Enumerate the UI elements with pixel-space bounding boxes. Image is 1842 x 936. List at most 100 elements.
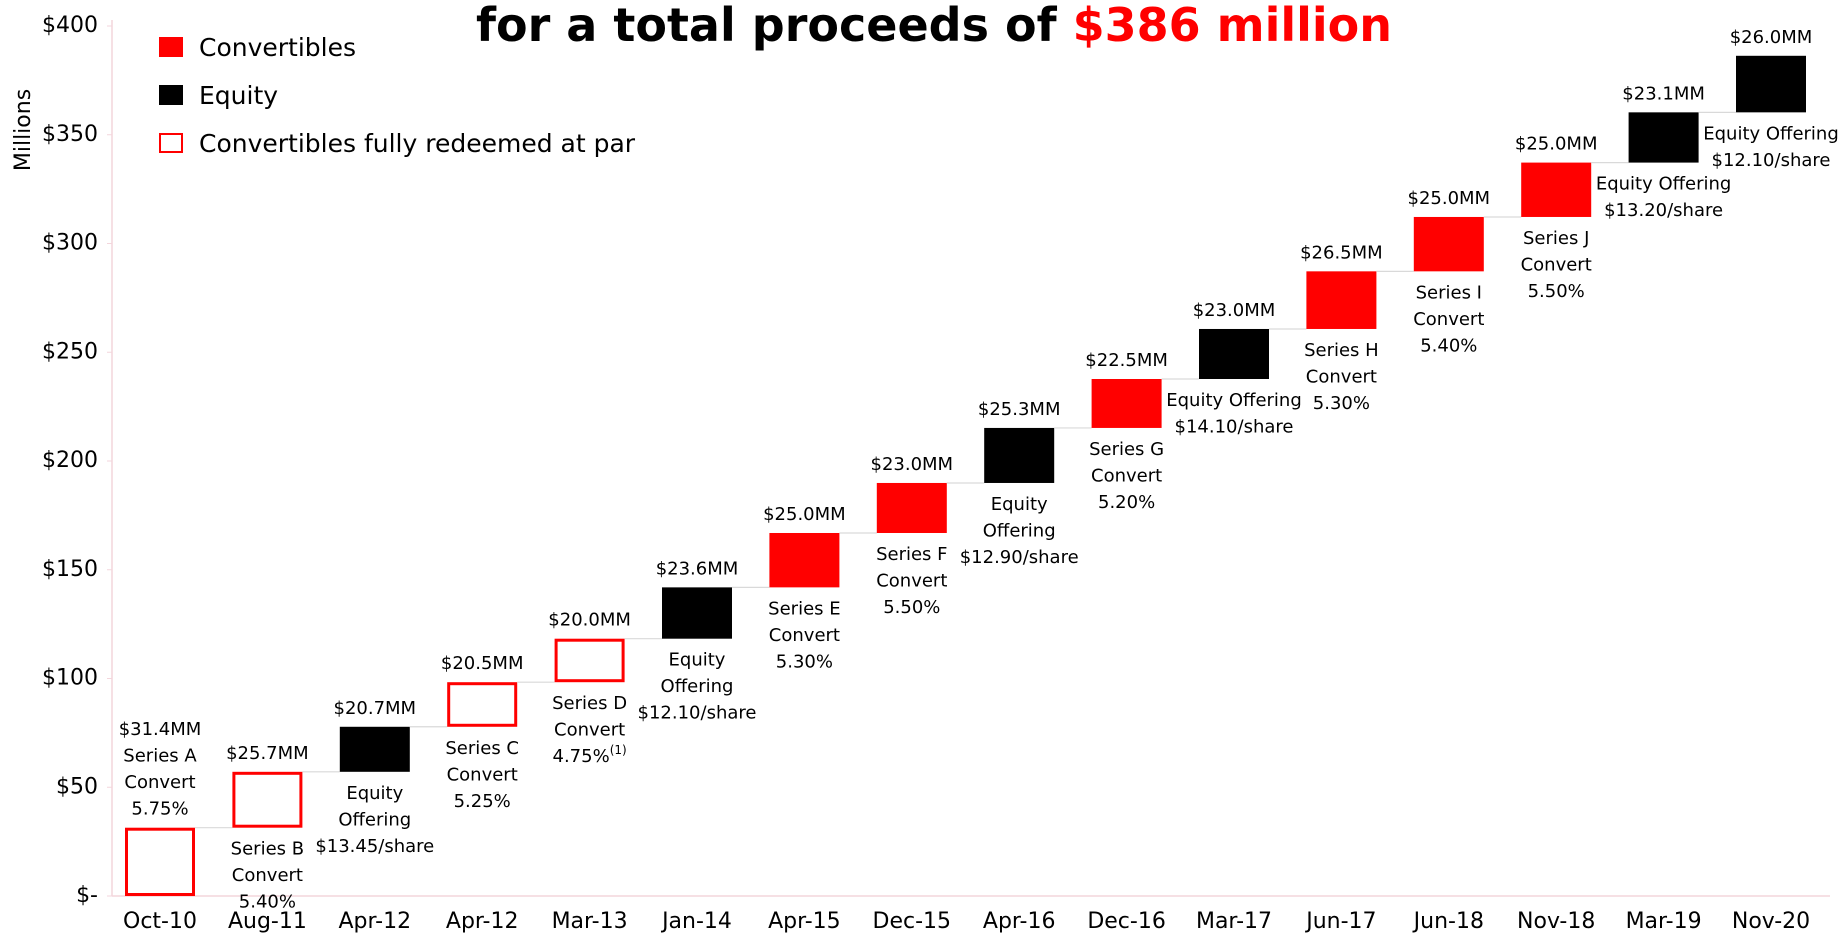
legend-swatch <box>159 37 183 57</box>
description-line: 5.40% <box>239 892 296 913</box>
bar-description: Series G <box>1089 439 1164 460</box>
x-tick-label: Dec-15 <box>873 909 952 934</box>
bar <box>1628 112 1699 163</box>
bar-description: Convert <box>1091 465 1162 486</box>
description-line: 5.25% <box>454 791 511 812</box>
bar-description: Series I <box>1416 282 1482 303</box>
bar <box>1199 328 1269 380</box>
y-tick-label: $200 <box>42 448 98 473</box>
value-label: $20.7MM <box>334 698 417 719</box>
value-label: $25.0MM <box>1515 134 1598 155</box>
bar <box>1306 271 1377 329</box>
bar-description: 5.40% <box>239 892 296 913</box>
bar-description: Convert <box>1306 366 1377 387</box>
x-tick-label: Apr-15 <box>768 909 841 934</box>
bar-description: $14.10/share <box>1175 417 1294 438</box>
bar-description: Equity <box>669 650 726 671</box>
x-tick-label: Apr-16 <box>983 909 1056 934</box>
description-line: Equity Offering <box>1166 390 1302 411</box>
bar-description: 5.50% <box>1528 281 1585 302</box>
x-tick-label: Aug-11 <box>228 909 307 934</box>
description-line: Equity Offering <box>1703 123 1839 144</box>
description-line: Convert <box>447 764 518 785</box>
y-tick-label: $100 <box>42 666 98 691</box>
description-line: Equity Offering <box>1596 174 1732 195</box>
bar-description: Convert <box>232 865 303 886</box>
bar <box>339 726 410 772</box>
description-line: 5.30% <box>776 651 833 672</box>
bar-description: $13.45/share <box>315 836 434 857</box>
bar-description: Series A <box>123 746 197 767</box>
value-label: $31.4MM <box>119 719 202 740</box>
bar-description: $12.10/share <box>638 703 757 724</box>
bar <box>554 638 625 683</box>
y-tick-label: $50 <box>56 774 98 799</box>
bar-description: $12.10/share <box>1712 150 1831 171</box>
value-label: $20.0MM <box>548 610 631 631</box>
bar-description: Offering <box>983 520 1056 541</box>
x-tick-label: Mar-13 <box>552 909 628 934</box>
bar-description: Convert <box>876 570 947 591</box>
description-line: Equity <box>669 650 726 671</box>
description-line: Series F <box>876 544 947 565</box>
description-line: $13.20/share <box>1604 200 1723 221</box>
bar <box>1413 216 1484 272</box>
value-label: $26.5MM <box>1300 242 1383 263</box>
legend-swatch <box>159 133 183 153</box>
description-line: 5.50% <box>1528 281 1585 302</box>
description-line: Series J <box>1523 228 1589 249</box>
bar-description: Equity Offering <box>1596 174 1732 195</box>
description-line: $14.10/share <box>1175 417 1294 438</box>
value-label: $25.3MM <box>978 399 1061 420</box>
bar-description: 5.50% <box>883 597 940 618</box>
bar-description: Convert <box>447 764 518 785</box>
description-line: Convert <box>1521 254 1592 275</box>
bar-description: Series E <box>768 598 840 619</box>
description-line: $12.10/share <box>638 703 757 724</box>
description-line: Series D <box>552 693 627 714</box>
description-line: 5.50% <box>883 597 940 618</box>
description-line: Offering <box>661 676 734 697</box>
bar-description: Convert <box>1413 309 1484 330</box>
x-tick-label: Mar-17 <box>1196 909 1272 934</box>
value-label: $22.5MM <box>1085 350 1168 371</box>
x-tick-label: Dec-16 <box>1087 909 1166 934</box>
bar <box>1736 55 1806 113</box>
y-tick-label: $350 <box>42 122 98 147</box>
bar <box>125 827 195 897</box>
bar <box>232 771 303 828</box>
title-part: for a total proceeds of <box>476 0 1073 52</box>
bar-description: Offering <box>661 676 734 697</box>
x-tick-label: Apr-12 <box>339 909 412 934</box>
description-line: 5.40% <box>1420 335 1477 356</box>
bar-description: Offering <box>338 809 411 830</box>
x-tick-label: Mar-19 <box>1626 909 1702 934</box>
value-label: $23.0MM <box>871 454 954 475</box>
description-line: Convert <box>769 625 840 646</box>
description-line: Offering <box>338 809 411 830</box>
description-line: Convert <box>554 720 625 741</box>
bar-description: Convert <box>1521 254 1592 275</box>
y-tick-label: $- <box>76 883 98 908</box>
description-line: $13.45/share <box>315 836 434 857</box>
description-line: Equity <box>991 494 1048 515</box>
bar-description: 5.30% <box>1313 393 1370 414</box>
description-line: Convert <box>1091 465 1162 486</box>
x-tick-label: Nov-20 <box>1732 909 1810 934</box>
description-line: Series G <box>1089 439 1164 460</box>
bar-description: 5.40% <box>1420 335 1477 356</box>
description-line: Series I <box>1416 282 1482 303</box>
description-line: Offering <box>983 520 1056 541</box>
description-line: $12.10/share <box>1712 150 1831 171</box>
bar-description: Series B <box>231 839 304 860</box>
description-line: Convert <box>1306 366 1377 387</box>
bar-description: Equity Offering <box>1703 123 1839 144</box>
value-label: $25.7MM <box>226 743 309 764</box>
bar-description: Series H <box>1304 340 1379 361</box>
chart-title: for a total proceeds of $386 million <box>476 0 1392 52</box>
bar-description: 5.30% <box>776 651 833 672</box>
bar-description: 5.25% <box>454 791 511 812</box>
bar-description: Equity <box>991 494 1048 515</box>
bar-description: 5.75% <box>131 799 188 820</box>
